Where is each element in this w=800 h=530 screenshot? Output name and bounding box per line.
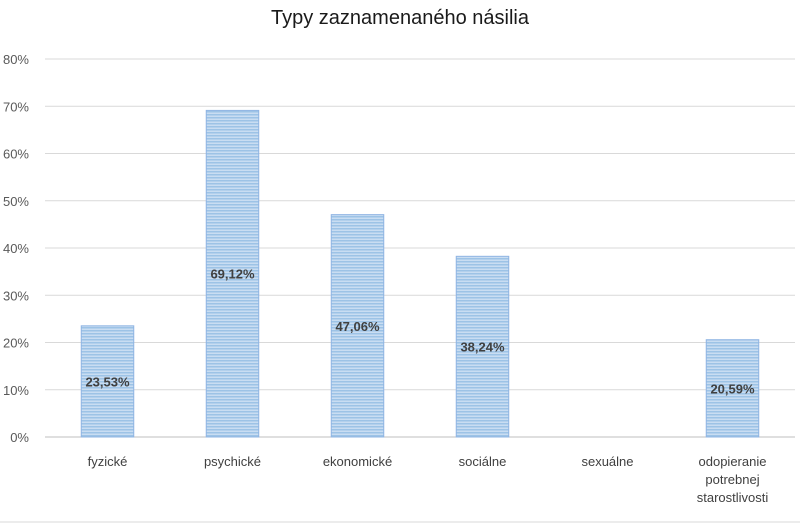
x-tick-label: psychické: [204, 454, 261, 469]
gridlines: [45, 58, 795, 438]
y-tick-label: 40%: [3, 241, 29, 256]
chart-title: Typy zaznamenaného násilia: [271, 7, 530, 29]
bar: [80, 325, 135, 438]
y-tick-label: 70%: [3, 99, 29, 114]
bar: [705, 339, 760, 438]
x-tick-label: ekonomické: [323, 454, 392, 469]
bars: [80, 109, 760, 438]
data-label: 20,59%: [710, 381, 755, 396]
x-tick-label: odopieranie potrebnej starostlivosti: [697, 454, 769, 505]
y-axis-ticks: 0% 10% 20% 30% 40% 50% 60% 70% 80%: [3, 52, 29, 445]
x-tick-label: sexuálne: [581, 454, 633, 469]
y-tick-label: 30%: [3, 288, 29, 303]
data-label: 47,06%: [335, 319, 380, 334]
y-tick-label: 50%: [3, 194, 29, 209]
y-tick-label: 10%: [3, 383, 29, 398]
data-label: 69,12%: [210, 267, 255, 282]
y-tick-label: 60%: [3, 147, 29, 162]
bar: [205, 109, 260, 438]
y-tick-label: 20%: [3, 336, 29, 351]
data-label: 38,24%: [460, 340, 505, 355]
y-tick-label: 80%: [3, 52, 29, 67]
data-label: 23,53%: [85, 374, 130, 389]
x-tick-label: fyzické: [88, 454, 128, 469]
x-axis-ticks: fyzické psychické ekonomické sociálne sexuál…: [88, 454, 769, 505]
bar: [330, 214, 385, 438]
x-tick-label: sociálne: [459, 454, 507, 469]
bar: [455, 255, 510, 438]
y-tick-label: 0%: [10, 430, 29, 445]
data-labels: 23,53% 69,12% 47,06% 38,24% 20,59%: [85, 267, 755, 397]
